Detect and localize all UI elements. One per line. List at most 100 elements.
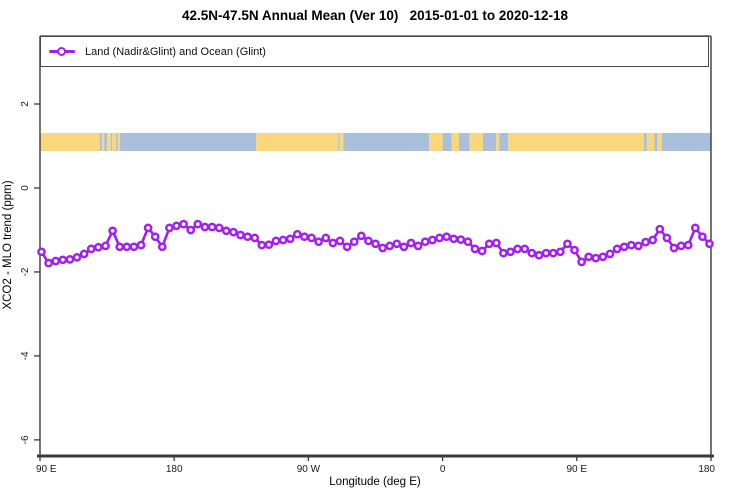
data-point-marker xyxy=(214,223,224,233)
land-band-segment xyxy=(496,132,500,152)
data-point-marker xyxy=(278,235,288,245)
data-point-marker xyxy=(477,246,487,256)
data-point-marker xyxy=(385,241,395,251)
x-tick-label: 180 xyxy=(166,464,183,475)
legend-circle-icon xyxy=(57,46,66,56)
data-point-marker xyxy=(470,244,480,254)
data-point-marker xyxy=(655,224,665,234)
land-band-segment xyxy=(107,132,111,152)
data-point-marker xyxy=(335,236,345,246)
data-point-marker xyxy=(456,235,466,244)
data-point-marker xyxy=(406,238,416,248)
data-point-marker xyxy=(44,258,53,268)
data-point-marker xyxy=(136,240,146,250)
data-point-marker xyxy=(264,240,274,250)
x-tick-label: 90 E xyxy=(567,464,588,475)
data-point-marker xyxy=(122,242,132,252)
data-point-marker xyxy=(392,239,402,249)
land-band-segment xyxy=(508,132,644,152)
data-point-marker xyxy=(58,255,68,265)
data-point-marker xyxy=(563,239,572,249)
data-point-marker xyxy=(499,248,508,258)
data-point-marker xyxy=(300,232,309,242)
land-band-segment xyxy=(469,132,483,152)
ocean-band-segment xyxy=(99,132,102,152)
data-point-marker xyxy=(65,255,75,264)
data-point-marker xyxy=(598,252,608,262)
y-tick-label: 0 xyxy=(20,185,31,191)
data-point-marker xyxy=(420,237,430,247)
data-point-marker xyxy=(570,245,579,255)
data-point-marker xyxy=(364,236,373,246)
data-point-marker xyxy=(328,238,338,248)
data-point-marker xyxy=(669,243,679,253)
data-point-marker xyxy=(413,241,423,251)
data-point-marker xyxy=(484,239,494,249)
legend-series-marker-icon xyxy=(49,46,75,57)
ocean-band-segment xyxy=(459,132,470,152)
data-point-marker xyxy=(705,239,714,249)
data-point-marker xyxy=(463,237,473,247)
ocean-band-segment xyxy=(343,132,430,152)
data-point-marker xyxy=(292,229,302,239)
land-band-segment xyxy=(256,132,339,152)
data-point-marker xyxy=(634,241,643,251)
data-point-marker xyxy=(577,257,586,267)
data-point-marker xyxy=(612,244,622,254)
data-point-marker xyxy=(605,249,615,259)
data-point-marker xyxy=(193,219,203,229)
data-point-marker xyxy=(591,253,601,263)
data-point-marker xyxy=(648,235,658,245)
data-point-marker xyxy=(271,236,281,246)
chart-title: 42.5N-47.5N Annual Mean (Ver 10) 2015-01… xyxy=(182,8,568,23)
legend-box: Land (Nadir&Glint) and Ocean (Glint) xyxy=(40,36,709,67)
x-axis-title: Longitude (deg E) xyxy=(329,476,421,488)
y-tick-label: -2 xyxy=(20,267,31,276)
data-point-marker xyxy=(619,242,629,252)
data-point-marker xyxy=(555,247,565,257)
land-band-segment xyxy=(451,132,460,152)
data-point-marker xyxy=(442,232,451,242)
data-point-marker xyxy=(342,242,352,252)
data-point-marker xyxy=(520,244,530,254)
data-point-marker xyxy=(534,250,544,260)
x-tick-label: 0 xyxy=(440,464,446,475)
data-point-marker xyxy=(51,256,61,266)
land-band-segment xyxy=(112,132,117,152)
data-point-marker xyxy=(307,233,316,243)
data-point-marker xyxy=(79,249,89,259)
data-point-marker xyxy=(221,226,231,236)
ocean-band-segment xyxy=(661,132,711,152)
land-band-segment xyxy=(646,132,655,152)
data-point-marker xyxy=(527,248,537,258)
y-tick-label: -6 xyxy=(20,435,31,444)
ocean-band-segment xyxy=(110,132,113,152)
land-band-segment xyxy=(429,132,443,152)
data-point-marker xyxy=(349,237,359,247)
data-point-marker xyxy=(179,219,188,229)
ocean-band-segment xyxy=(338,132,340,152)
data-point-marker xyxy=(662,233,672,243)
data-point-marker xyxy=(37,247,46,257)
data-point-marker xyxy=(186,225,196,235)
land-ocean-band xyxy=(40,132,711,152)
data-point-marker xyxy=(449,234,459,244)
data-point-marker xyxy=(506,247,515,257)
land-band-segment xyxy=(339,132,344,152)
ocean-band-segment xyxy=(116,132,118,152)
data-point-marker xyxy=(641,237,650,247)
data-point-marker xyxy=(690,223,700,233)
data-point-marker xyxy=(129,242,139,252)
data-point-marker xyxy=(165,223,174,233)
data-point-marker xyxy=(72,252,82,262)
data-point-marker xyxy=(172,221,181,231)
data-point-marker xyxy=(257,240,267,250)
data-point-marker xyxy=(428,235,437,245)
ocean-band-segment xyxy=(643,132,647,152)
data-point-marker xyxy=(93,242,103,252)
data-point-marker xyxy=(229,227,238,237)
data-point-marker xyxy=(157,242,167,252)
data-point-marker xyxy=(243,232,252,242)
y-axis-title: XCO2 - MLO trend (ppm) xyxy=(2,180,14,310)
